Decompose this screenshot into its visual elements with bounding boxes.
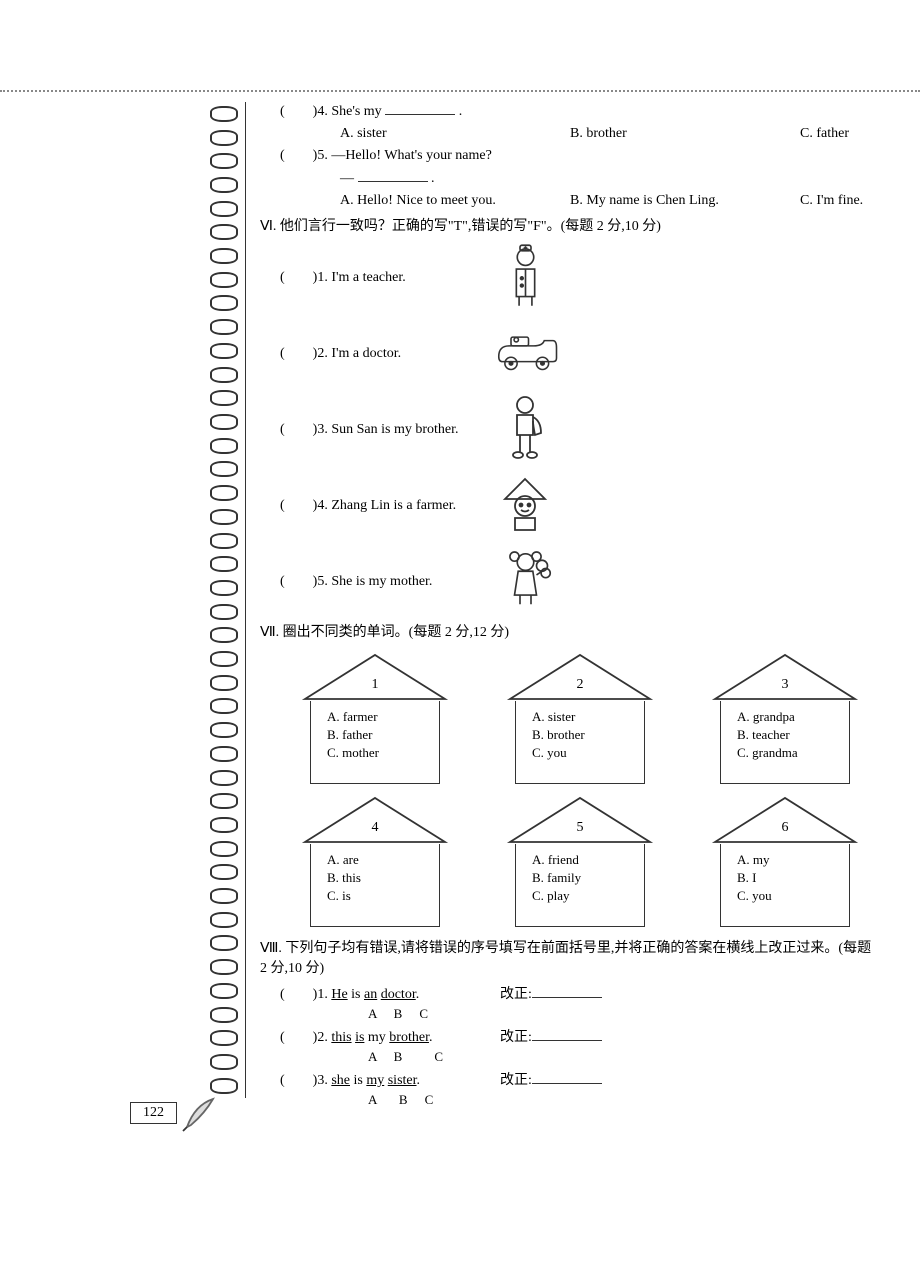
err1-abc: A B C: [368, 1003, 880, 1022]
blank-line: [358, 169, 428, 182]
house-6: 6 A. my B. I C. you: [710, 794, 860, 927]
err3-abc: A B C: [368, 1089, 880, 1108]
tf-item-5: ( )5. She is my mother.: [280, 545, 880, 615]
house-5: 5 A. friend B. family C. play: [505, 794, 655, 927]
house-3-a: A. grandpa: [737, 709, 849, 725]
feather-icon: [181, 1093, 221, 1133]
err-item-1: ( )1. He is an doctor. 改正: A B C: [260, 983, 880, 1022]
correction-label: 改正:: [500, 983, 532, 1003]
err-item-3: ( )3. she is my sister. 改正: A B C: [260, 1069, 880, 1108]
car-icon: [490, 317, 560, 387]
tf-text-4: ( )4. Zhang Lin is a farmer.: [280, 494, 490, 514]
girl-icon: [490, 545, 560, 615]
q5-dash: —: [340, 171, 358, 186]
question-4: ( )4. She's my .: [280, 102, 880, 122]
err3-sentence: she is my sister.: [331, 1073, 420, 1088]
q4-period: .: [459, 104, 463, 119]
houses-row-1: 1 A. farmer B. father C. mother 2 A. sis…: [300, 651, 860, 784]
spiral-binding: [210, 102, 240, 1098]
question-5-line1: ( )5. —Hello! What's your name?: [280, 146, 880, 166]
house-1-a: A. farmer: [327, 709, 439, 725]
house-6-c: C. you: [737, 888, 849, 904]
question-5-line2: — .: [340, 169, 880, 189]
boy-icon: [490, 393, 560, 463]
q4-option-c: C. father: [800, 126, 849, 142]
blank-line: [385, 102, 455, 115]
tf-text-2: ( )2. I'm a doctor.: [280, 342, 490, 362]
houses-row-2: 4 A. are B. this C. is 5 A. friend B. fa…: [300, 794, 860, 927]
house-1: 1 A. farmer B. father C. mother: [300, 651, 450, 784]
tf-item-4: ( )4. Zhang Lin is a farmer.: [280, 469, 880, 539]
section-7-title: Ⅶ. 圈出不同类的单词。(每题 2 分,12 分): [260, 621, 880, 641]
tf-text-5: ( )5. She is my mother.: [280, 570, 490, 590]
house-5-num: 5: [505, 820, 655, 836]
tf-item-1: ( )1. I'm a teacher.: [280, 241, 880, 311]
margin-line: [245, 102, 246, 1098]
q4-option-a: A. sister: [340, 126, 570, 142]
correction-label: 改正:: [500, 1026, 532, 1046]
house-5-a: A. friend: [532, 852, 644, 868]
house-2-c: C. you: [532, 745, 644, 761]
q5-period: .: [431, 171, 435, 186]
house-3-num: 3: [710, 677, 860, 693]
tf-item-3: ( )3. Sun San is my brother.: [280, 393, 880, 463]
house-1-c: C. mother: [327, 745, 439, 761]
house-1-b: B. father: [327, 727, 439, 743]
q5-option-b: B. My name is Chen Ling.: [570, 193, 800, 209]
house-3-c: C. grandma: [737, 745, 849, 761]
q5-option-c: C. I'm fine.: [800, 193, 863, 209]
house-4: 4 A. are B. this C. is: [300, 794, 450, 927]
top-dotted-divider: [0, 90, 920, 92]
house-6-a: A. my: [737, 852, 849, 868]
q4-stem: ( )4. She's my: [280, 104, 385, 119]
house-3: 3 A. grandpa B. teacher C. grandma: [710, 651, 860, 784]
house-4-num: 4: [300, 820, 450, 836]
correction-blank: [532, 1028, 602, 1041]
page-number-box: 122: [130, 1093, 221, 1133]
house-2-a: A. sister: [532, 709, 644, 725]
err2-num: ( )2.: [280, 1030, 331, 1045]
house-2-num: 2: [505, 677, 655, 693]
tf-item-2: ( )2. I'm a doctor.: [280, 317, 880, 387]
house-2-b: B. brother: [532, 727, 644, 743]
house-2: 2 A. sister B. brother C. you: [505, 651, 655, 784]
correction-label: 改正:: [500, 1069, 532, 1089]
farmer-icon: [490, 469, 560, 539]
err3-num: ( )3.: [280, 1073, 331, 1088]
err1-num: ( )1.: [280, 987, 331, 1002]
house-6-b: B. I: [737, 870, 849, 886]
house-5-b: B. family: [532, 870, 644, 886]
q5-options: A. Hello! Nice to meet you. B. My name i…: [340, 193, 880, 209]
correction-blank: [532, 1071, 602, 1084]
err1-sentence: He is an doctor.: [331, 987, 419, 1002]
house-6-num: 6: [710, 820, 860, 836]
doctor-icon: [490, 241, 560, 311]
house-1-num: 1: [300, 677, 450, 693]
house-3-b: B. teacher: [737, 727, 849, 743]
house-4-c: C. is: [327, 888, 439, 904]
err-item-2: ( )2. this is my brother. 改正: A B C: [260, 1026, 880, 1065]
err2-abc: A B C: [368, 1046, 880, 1065]
q4-option-b: B. brother: [570, 126, 800, 142]
section-8-title: Ⅷ. 下列句子均有错误,请将错误的序号填写在前面括号里,并将正确的答案在横线上改…: [260, 937, 880, 977]
house-4-a: A. are: [327, 852, 439, 868]
correction-blank: [532, 985, 602, 998]
tf-text-3: ( )3. Sun San is my brother.: [280, 418, 490, 438]
house-4-b: B. this: [327, 870, 439, 886]
page-number: 122: [130, 1102, 177, 1124]
q4-options: A. sister B. brother C. father: [340, 126, 880, 142]
section-6-title: Ⅵ. 他们言行一致吗？正确的写"T",错误的写"F"。(每题 2 分,10 分): [260, 215, 880, 235]
tf-text-1: ( )1. I'm a teacher.: [280, 266, 490, 286]
house-5-c: C. play: [532, 888, 644, 904]
q5-option-a: A. Hello! Nice to meet you.: [340, 193, 570, 209]
err2-sentence: this is my brother.: [331, 1030, 432, 1045]
